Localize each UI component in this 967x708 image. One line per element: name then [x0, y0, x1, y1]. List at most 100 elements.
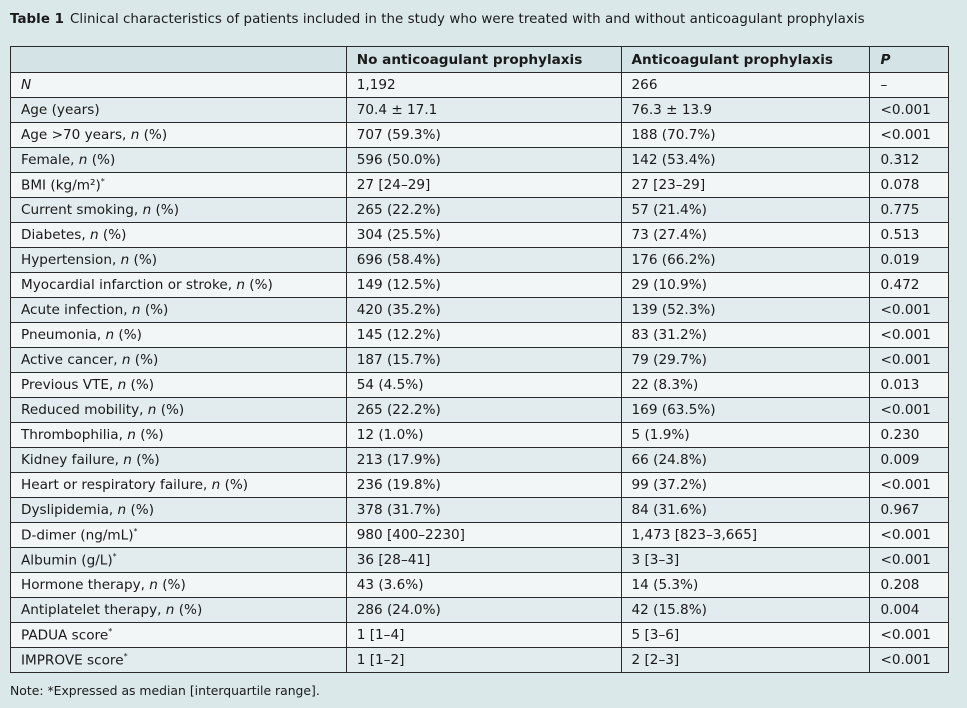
- no-prophylaxis-value: 36 [28–41]: [345, 547, 622, 573]
- table-row: Hypertension, n (%) 696 (58.4%) 176 (66.2%…: [10, 247, 949, 273]
- table-caption-label: Table 1: [10, 12, 65, 27]
- no-prophylaxis-value: 43 (3.6%): [345, 572, 622, 598]
- no-prophylaxis-value: 27 [24–29]: [345, 172, 622, 198]
- table-row: Current smoking, n (%) 265 (22.2%) 57 (21.…: [10, 197, 949, 223]
- p-value: <0.001: [869, 122, 949, 148]
- table-row: Previous VTE, n (%) 54 (4.5%) 22 (8.3%) 0.0…: [10, 372, 949, 398]
- p-value: 0.019: [869, 247, 949, 273]
- table-row: Age (years) 70.4 ± 17.1 76.3 ± 13.9 <0.001: [10, 97, 949, 123]
- prophylaxis-value: 176 (66.2%): [620, 247, 871, 273]
- no-prophylaxis-value: 707 (59.3%): [345, 122, 622, 148]
- no-prophylaxis-value: 1 [1–2]: [345, 647, 622, 673]
- no-prophylaxis-value: 1,192: [345, 72, 622, 98]
- no-prophylaxis-value: 596 (50.0%): [345, 147, 622, 173]
- row-label: Active cancer, n (%): [10, 347, 347, 373]
- table-row: Heart or respiratory failure, n (%) 236 (…: [10, 472, 949, 498]
- table-row: Diabetes, n (%) 304 (25.5%) 73 (27.4%) 0.51…: [10, 222, 949, 248]
- prophylaxis-value: 142 (53.4%): [620, 147, 871, 173]
- table-row: Female, n (%) 596 (50.0%) 142 (53.4%) 0.312: [10, 147, 949, 173]
- prophylaxis-value: 14 (5.3%): [620, 572, 871, 598]
- no-prophylaxis-value: 70.4 ± 17.1: [345, 97, 622, 123]
- clinical-characteristics-table: No anticoagulant prophylaxis Anticoagula…: [10, 46, 949, 673]
- p-value: <0.001: [869, 472, 949, 498]
- no-prophylaxis-value: 420 (35.2%): [345, 297, 622, 323]
- prophylaxis-value: 1,473 [823–3,665]: [620, 522, 871, 548]
- p-value: <0.001: [869, 297, 949, 323]
- no-prophylaxis-value: 236 (19.8%): [345, 472, 622, 498]
- prophylaxis-value: 266: [620, 72, 871, 98]
- p-value: 0.013: [869, 372, 949, 398]
- prophylaxis-value: 22 (8.3%): [620, 372, 871, 398]
- table-row: N 1,192 266–: [10, 72, 949, 98]
- row-label: Acute infection, n (%): [10, 297, 347, 323]
- row-label: Kidney failure, n (%): [10, 447, 347, 473]
- no-prophylaxis-value: 378 (31.7%): [345, 497, 622, 523]
- table-header-row: No anticoagulant prophylaxis Anticoagula…: [10, 46, 949, 73]
- prophylaxis-value: 66 (24.8%): [620, 447, 871, 473]
- p-value: 0.230: [869, 422, 949, 448]
- table-row: D-dimer (ng/mL)* 980 [400–2230] 1,473 [823…: [10, 522, 949, 548]
- header-p-value: P: [869, 46, 949, 73]
- prophylaxis-value: 2 [2–3]: [620, 647, 871, 673]
- p-value: <0.001: [869, 647, 949, 673]
- table-footnote: Note: *Expressed as median [interquartil…: [10, 683, 320, 698]
- table-row: Acute infection, n (%) 420 (35.2%) 139 (52…: [10, 297, 949, 323]
- prophylaxis-value: 99 (37.2%): [620, 472, 871, 498]
- prophylaxis-value: 188 (70.7%): [620, 122, 871, 148]
- no-prophylaxis-value: 696 (58.4%): [345, 247, 622, 273]
- prophylaxis-value: 76.3 ± 13.9: [620, 97, 871, 123]
- p-value: <0.001: [869, 522, 949, 548]
- p-value: <0.001: [869, 547, 949, 573]
- row-label: Diabetes, n (%): [10, 222, 347, 248]
- no-prophylaxis-value: 265 (22.2%): [345, 397, 622, 423]
- table-row: Kidney failure, n (%) 213 (17.9%) 66 (24.8…: [10, 447, 949, 473]
- prophylaxis-value: 139 (52.3%): [620, 297, 871, 323]
- prophylaxis-value: 169 (63.5%): [620, 397, 871, 423]
- row-label: Albumin (g/L)*: [10, 547, 347, 573]
- prophylaxis-value: 73 (27.4%): [620, 222, 871, 248]
- header-no-prophylaxis: No anticoagulant prophylaxis: [345, 46, 622, 73]
- prophylaxis-value: 84 (31.6%): [620, 497, 871, 523]
- row-label: Female, n (%): [10, 147, 347, 173]
- no-prophylaxis-value: 265 (22.2%): [345, 197, 622, 223]
- row-label: Pneumonia, n (%): [10, 322, 347, 348]
- table-container: No anticoagulant prophylaxis Anticoagula…: [10, 46, 949, 673]
- row-label: Reduced mobility, n (%): [10, 397, 347, 423]
- row-label: BMI (kg/m²)*: [10, 172, 347, 198]
- table-row: Age >70 years, n (%) 707 (59.3%) 188 (70.7…: [10, 122, 949, 148]
- no-prophylaxis-value: 304 (25.5%): [345, 222, 622, 248]
- table-row: Pneumonia, n (%) 145 (12.2%) 83 (31.2%) <0.…: [10, 322, 949, 348]
- prophylaxis-value: 27 [23–29]: [620, 172, 871, 198]
- row-label: N: [10, 72, 347, 98]
- row-label: Hypertension, n (%): [10, 247, 347, 273]
- prophylaxis-value: 5 [3–6]: [620, 622, 871, 648]
- row-label: Age >70 years, n (%): [10, 122, 347, 148]
- p-value: <0.001: [869, 622, 949, 648]
- p-value: 0.513: [869, 222, 949, 248]
- header-prophylaxis: Anticoagulant prophylaxis: [620, 46, 871, 73]
- table-row: Thrombophilia, n (%) 12 (1.0%) 5 (1.9%) 0.2…: [10, 422, 949, 448]
- header-characteristic: [10, 46, 347, 73]
- prophylaxis-value: 42 (15.8%): [620, 597, 871, 623]
- table-row: Dyslipidemia, n (%) 378 (31.7%) 84 (31.6%)…: [10, 497, 949, 523]
- p-value: <0.001: [869, 97, 949, 123]
- p-value: <0.001: [869, 397, 949, 423]
- table-row: Active cancer, n (%) 187 (15.7%) 79 (29.7%…: [10, 347, 949, 373]
- no-prophylaxis-value: 213 (17.9%): [345, 447, 622, 473]
- row-label: Thrombophilia, n (%): [10, 422, 347, 448]
- prophylaxis-value: 5 (1.9%): [620, 422, 871, 448]
- table-caption: Table 1 Clinical characteristics of patie…: [10, 12, 865, 27]
- no-prophylaxis-value: 1 [1–4]: [345, 622, 622, 648]
- table-row: Albumin (g/L)* 36 [28–41] 3 [3–3] <0.001: [10, 547, 949, 573]
- table-body: N 1,192 266– Age (years) 70.4 ± 17.1 76.3 ± 1…: [10, 72, 949, 673]
- row-label: Myocardial infarction or stroke, n (%): [10, 272, 347, 298]
- table-caption-text: Clinical characteristics of patients inc…: [70, 12, 865, 27]
- no-prophylaxis-value: 149 (12.5%): [345, 272, 622, 298]
- row-label: Dyslipidemia, n (%): [10, 497, 347, 523]
- no-prophylaxis-value: 980 [400–2230]: [345, 522, 622, 548]
- table-row: Antiplatelet therapy, n (%) 286 (24.0%) 42…: [10, 597, 949, 623]
- table-row: PADUA score* 1 [1–4] 5 [3–6] <0.001: [10, 622, 949, 648]
- p-value: <0.001: [869, 322, 949, 348]
- no-prophylaxis-value: 286 (24.0%): [345, 597, 622, 623]
- row-label: Previous VTE, n (%): [10, 372, 347, 398]
